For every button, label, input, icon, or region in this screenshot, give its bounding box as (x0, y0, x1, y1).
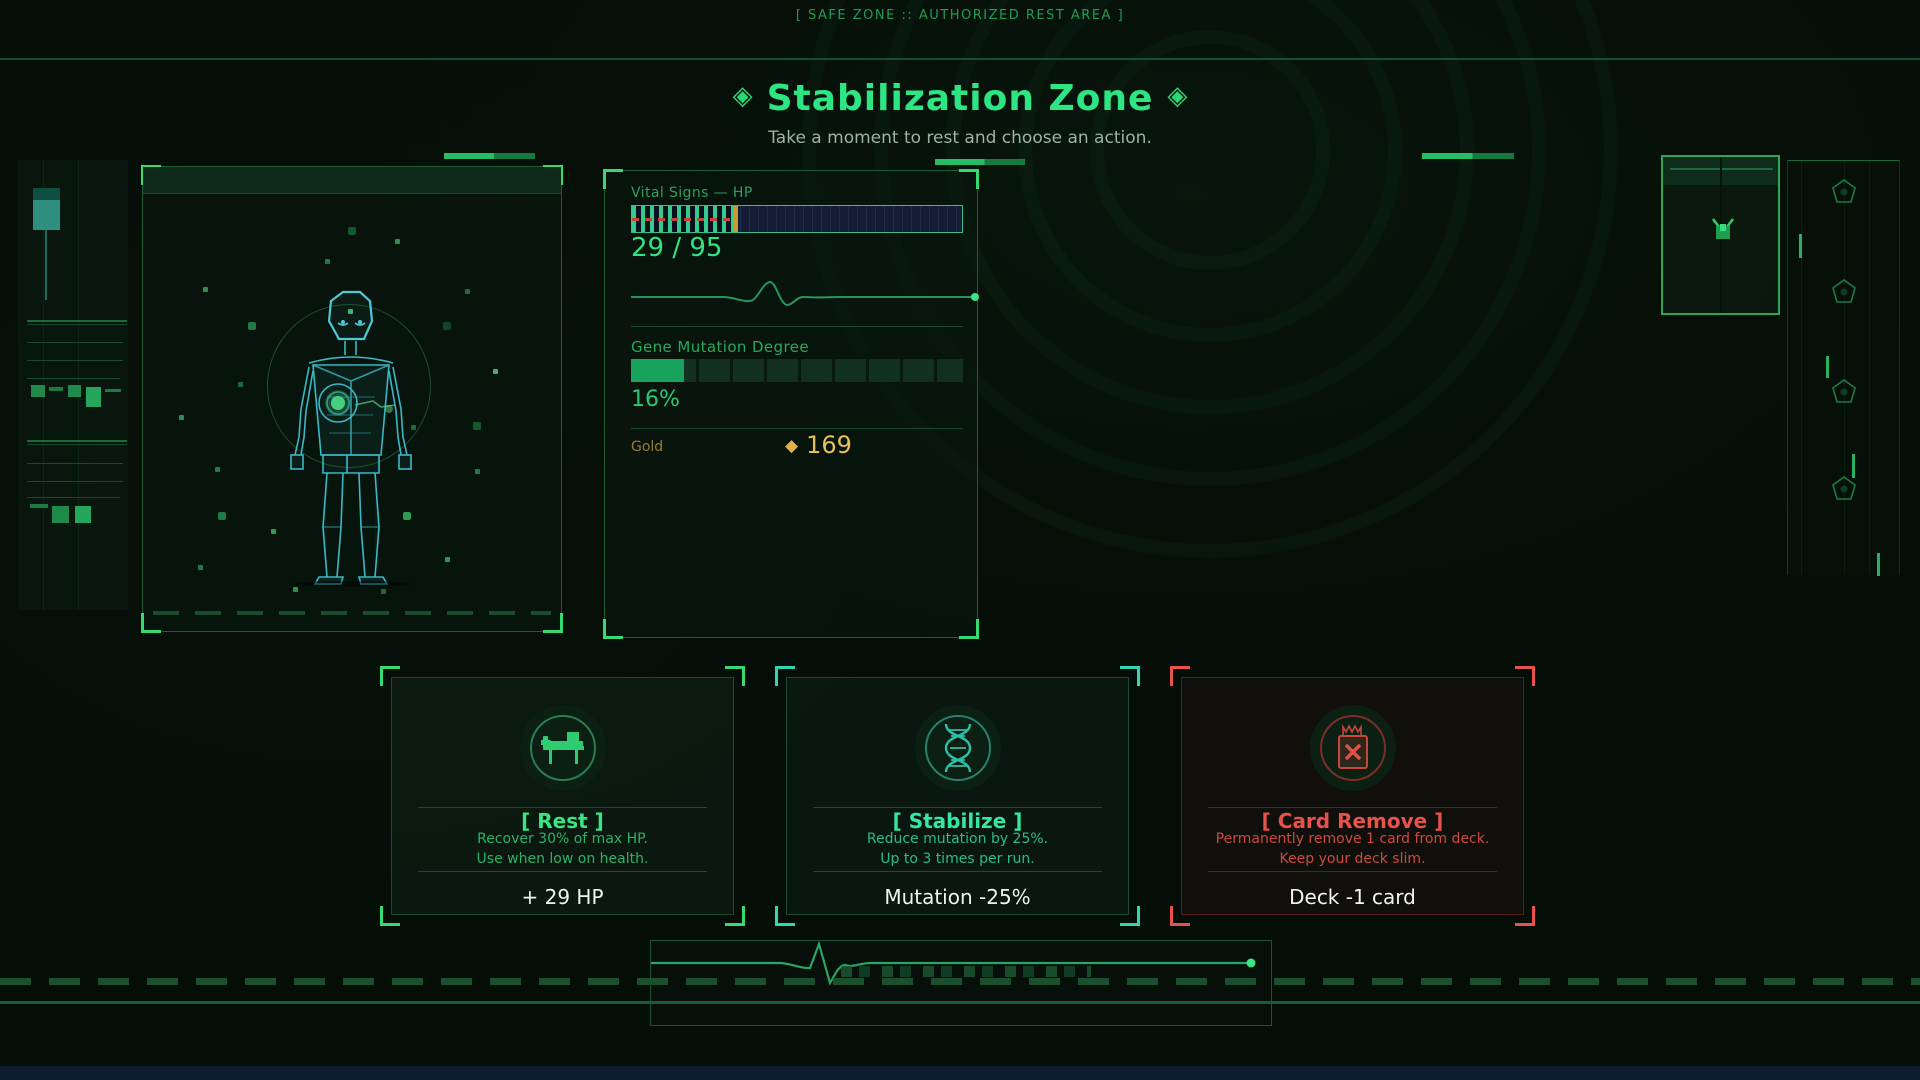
hp-bar-fill (632, 206, 733, 232)
scan-ring (267, 304, 431, 468)
card-remove-desc-2: Keep your deck slim. (1279, 851, 1426, 867)
action-card-rest[interactable]: [ Rest ] Recover 30% of max HP. Use when… (380, 666, 745, 926)
hp-ekg-line (631, 280, 979, 307)
hp-bar (631, 205, 963, 233)
hp-label: Vital Signs — HP (631, 185, 753, 201)
bottom-solid-line (0, 1001, 1920, 1004)
portrait-header-band (143, 167, 561, 194)
wireframe-humanoid (290, 290, 412, 587)
page-title-row: ◈ Stabilization Zone ◈ (0, 78, 1920, 119)
gauge-candle (33, 188, 60, 230)
gold-label: Gold (631, 439, 664, 455)
rest-desc-1: Recover 30% of max HP. (477, 831, 648, 847)
action-card-stabilize[interactable]: [ Stabilize ] Reduce mutation by 25%. Up… (775, 666, 1140, 926)
portrait-footer-dashes (153, 611, 551, 615)
right-data-column (1787, 160, 1900, 576)
signal-blocks (841, 966, 1091, 977)
hp-bar-cursor (732, 206, 738, 232)
character-portrait-panel (141, 165, 563, 633)
top-divider (0, 58, 1920, 60)
gold-value: ◆ 169 (785, 431, 852, 459)
stabilize-desc-2: Up to 3 times per run. (880, 851, 1035, 867)
card-remove-value: Deck -1 card (1289, 885, 1416, 909)
deco-meter-right (1422, 153, 1514, 159)
stabilize-desc-1: Reduce mutation by 25%. (866, 831, 1049, 847)
action-card-remove[interactable]: [ Card Remove ] Permanently remove 1 car… (1170, 666, 1535, 926)
card-remove-title: [ Card Remove ] (1261, 809, 1444, 833)
rest-value: + 29 HP (521, 885, 604, 909)
rest-desc-2: Use when low on health. (476, 851, 649, 867)
mutation-label: Gene Mutation Degree (631, 338, 809, 356)
title-diamond-left-icon: ◈ (732, 81, 753, 111)
specimen-box (1661, 155, 1780, 315)
safe-zone-banner: [ SAFE ZONE :: AUTHORIZED REST AREA ] (795, 8, 1125, 23)
gold-amount: 169 (806, 431, 852, 459)
stabilize-value: Mutation -25% (884, 885, 1031, 909)
card-remove-desc-1: Permanently remove 1 card from deck. (1215, 831, 1490, 847)
heartbeat-ekg-line (651, 941, 1256, 986)
left-data-column (18, 160, 128, 610)
vital-stats-panel: Vital Signs — HP 29 / 95 Gene Mutation D… (603, 169, 979, 639)
page-title: Stabilization Zone (766, 78, 1154, 119)
deco-meter-left (444, 153, 535, 159)
bottom-dashed-line (0, 978, 1920, 985)
page-subtitle: Take a moment to rest and choose an acti… (768, 128, 1152, 148)
mutation-bar (631, 359, 963, 382)
deco-meter-mid (935, 159, 1025, 165)
creature-icon (1712, 218, 1734, 239)
bottom-navy-strip (0, 1066, 1920, 1080)
particle-dots (143, 167, 151, 175)
rest-title: [ Rest ] (521, 809, 604, 833)
mutation-bar-fill (631, 359, 685, 382)
hp-value: 29 / 95 (631, 233, 723, 263)
title-diamond-right-icon: ◈ (1167, 81, 1188, 111)
mutation-value: 16% (631, 387, 680, 412)
stabilize-title: [ Stabilize ] (892, 809, 1023, 833)
divider (631, 326, 963, 327)
divider (631, 428, 963, 429)
gold-diamond-icon: ◆ (785, 436, 799, 456)
